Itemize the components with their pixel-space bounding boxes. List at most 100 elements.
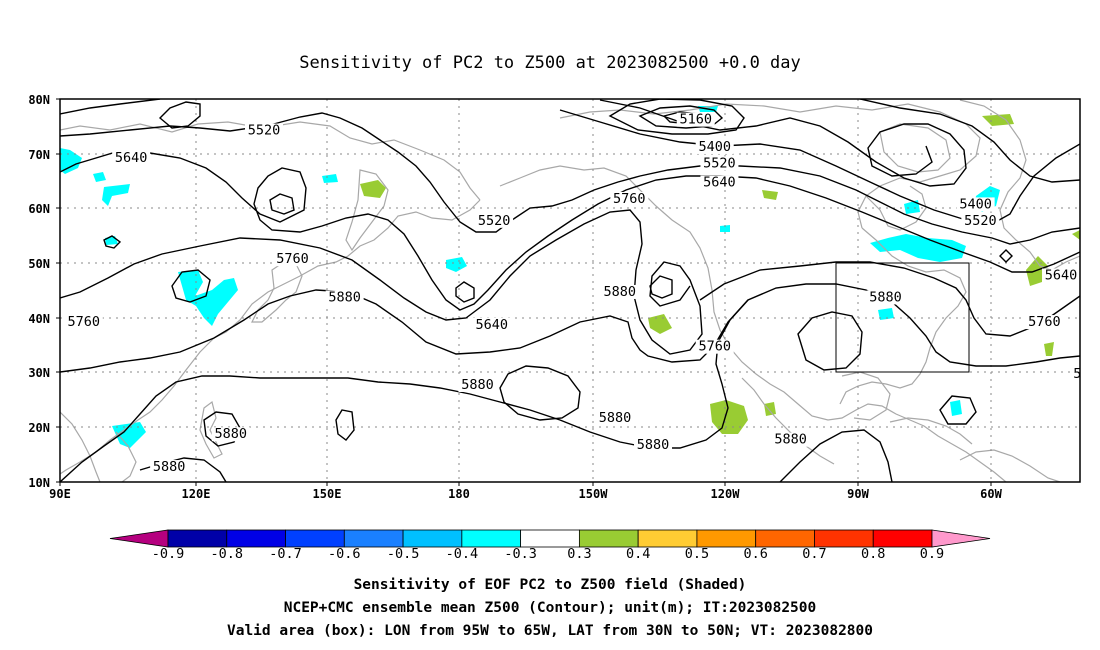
- contour-5880-southeast: [779, 429, 893, 482]
- coastline-kamchatka: [345, 169, 389, 252]
- longitude-labels: 90E 120E 150E 180 150W 120W 90W 60W: [49, 487, 1002, 501]
- contour-label-bg: [458, 377, 497, 392]
- coastline-gulf: [841, 371, 891, 421]
- colorbar-label: -0.7: [269, 546, 302, 562]
- colorbar-swatch: [520, 529, 580, 548]
- contour-low-ring: [103, 235, 122, 249]
- shade-green-patch: [710, 400, 748, 434]
- contour-label-bg: [695, 339, 734, 354]
- contour-label: 5640: [1045, 268, 1078, 284]
- contour-label: 5520: [964, 213, 997, 229]
- colorbar-swatch: [461, 529, 522, 548]
- shade-cyan-patch: [178, 270, 238, 326]
- contour-label: 5760: [698, 339, 731, 355]
- contour-label: 5160: [679, 112, 712, 128]
- colorbar-label: 0.9: [920, 546, 944, 562]
- coastline-north-america: [559, 103, 981, 229]
- coastline-vietnam: [115, 431, 137, 482]
- contour-5880-closed: [939, 395, 977, 425]
- latitude-labels: 80N 70N 60N 50N 40N 30N 20N 10N: [28, 93, 50, 490]
- contour-label-bg: [150, 460, 189, 475]
- shade-green-patch: [360, 180, 386, 198]
- contour-label: 5760: [1028, 314, 1061, 330]
- colorbar-label: 0.3: [567, 546, 591, 562]
- contour-5880-closed: [797, 311, 863, 371]
- lat-label: 60N: [28, 202, 50, 216]
- contour-label-bg: [961, 213, 1000, 228]
- contour-label: 5880: [328, 289, 361, 305]
- contour-label-bg: [600, 284, 639, 299]
- contour-label-bg: [956, 197, 995, 212]
- contour-5880-closed: [499, 365, 581, 421]
- contour-small-ring: [999, 249, 1013, 263]
- lon-label: 120W: [711, 487, 741, 501]
- coastline-asia-east: [60, 199, 481, 475]
- colorbar-label: 0.6: [743, 546, 767, 562]
- coastline-alaska: [499, 165, 1007, 482]
- contour-label: 5880: [774, 432, 807, 448]
- contour-label-bg: [64, 315, 103, 330]
- colorbar-swatch: [343, 529, 404, 548]
- colorbar-label: -0.3: [504, 546, 537, 562]
- contour-label: 5880: [869, 289, 902, 305]
- lat-label: 70N: [28, 148, 50, 162]
- contour-label-bg: [700, 175, 739, 190]
- colorbar-swatch: [402, 529, 463, 548]
- contour-label: 5880: [461, 377, 494, 393]
- colorbar-arrow-high: [931, 529, 991, 548]
- shade-cyan-patch: [878, 308, 894, 320]
- contour-5640: [60, 151, 1080, 311]
- shade-cyan-patch: [322, 174, 338, 183]
- contour-low-ring: [269, 193, 295, 215]
- shade-cyan-patch: [950, 400, 962, 416]
- shade-green-patch: [648, 314, 672, 334]
- lon-label: 180: [448, 487, 470, 501]
- contour-5400: [559, 109, 1080, 225]
- coastline-philippines: [199, 400, 223, 459]
- colorbar-label: -0.8: [211, 546, 244, 562]
- lon-label: 60W: [980, 487, 1002, 501]
- colorbar-arrow-low: [109, 529, 169, 548]
- colorbar-swatch: [285, 529, 345, 548]
- map-frame: [59, 98, 1081, 483]
- contour-label-bg: [112, 150, 151, 165]
- contour-5160-inner: [638, 105, 724, 129]
- colorbar-label: 0.5: [685, 546, 709, 562]
- contour-label-bg: [472, 317, 511, 332]
- lat-label: 20N: [28, 421, 50, 435]
- coastline-hudson: [865, 185, 927, 231]
- contour-label: 5640: [703, 175, 736, 191]
- colorbar-label: -0.5: [387, 546, 420, 562]
- shade-green-patch: [1044, 342, 1054, 356]
- lon-label: 150W: [579, 487, 609, 501]
- coastline-caribbean: [889, 417, 973, 445]
- lon-label: 90W: [847, 487, 869, 501]
- contour-arctic-top: [859, 99, 1080, 183]
- contour-label: 5880: [215, 426, 248, 442]
- z500-contours: [60, 99, 1080, 482]
- contour-label-bg: [1070, 367, 1080, 382]
- coastline-baffin: [959, 99, 1080, 271]
- contour-label: 5400: [959, 196, 992, 212]
- lon-label: 90E: [49, 487, 71, 501]
- contour-label-bg: [1042, 268, 1080, 283]
- contour-label-bg: [1025, 315, 1064, 330]
- shade-cyan-patch: [870, 234, 966, 262]
- contour-5760-east: [699, 261, 1080, 337]
- contour-label: 5400: [698, 139, 731, 155]
- contour-label-bg: [596, 410, 635, 425]
- coastline-mexico: [741, 377, 835, 465]
- shade-cyan-patch: [112, 422, 146, 448]
- contour-label-bg: [866, 290, 905, 305]
- colorbar-label: 0.4: [626, 546, 650, 562]
- shade-cyan-patch: [446, 257, 467, 272]
- contour-label: 5760: [67, 314, 100, 330]
- caption-line-3: Valid area (box): LON from 95W to 65W, L…: [227, 623, 873, 639]
- lon-label: 150E: [313, 487, 342, 501]
- contour-label: 5760: [276, 251, 309, 267]
- contour-label: 5520: [703, 155, 736, 171]
- colorbar-swatch: [814, 529, 874, 548]
- colorbar-swatch: [755, 529, 815, 548]
- contour-5760: [60, 209, 703, 355]
- lon-label: 120E: [182, 487, 211, 501]
